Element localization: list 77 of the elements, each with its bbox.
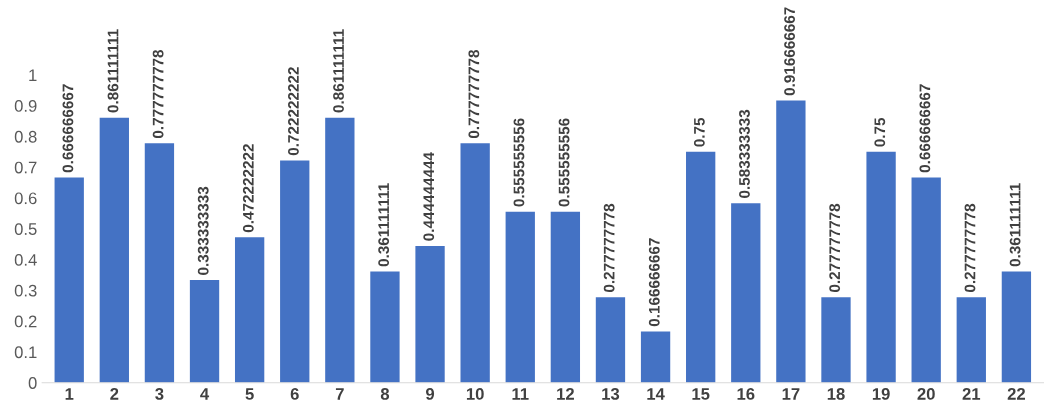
bar (280, 160, 310, 383)
bar (821, 297, 851, 383)
x-tick-label: 20 (917, 388, 935, 400)
x-tick-label: 11 (512, 388, 529, 400)
x-tick-label: 16 (737, 388, 755, 400)
y-tick-label: 0.6 (14, 192, 37, 205)
bar (370, 271, 400, 383)
y-tick-label: 0.2 (14, 315, 37, 328)
data-label: 0.861111111 (333, 29, 344, 113)
bar (1001, 271, 1032, 383)
bar (595, 297, 626, 383)
data-label: 0.777777778 (152, 49, 164, 139)
y-tick-label: 0.8 (14, 130, 37, 143)
data-label: 0.361111111 (378, 183, 390, 267)
x-tick-label: 13 (602, 388, 620, 400)
data-label: 0.777777778 (468, 49, 480, 139)
data-label: 0.361111111 (1009, 183, 1021, 267)
y-tick-label: 0.4 (14, 253, 37, 266)
x-tick-label: 7 (335, 388, 344, 400)
bar (325, 117, 355, 383)
x-tick-label: 5 (245, 388, 254, 400)
data-label: 0.722222222 (288, 67, 299, 156)
data-label: 0.444444444 (423, 152, 435, 241)
bar (189, 280, 220, 383)
x-tick-label: 17 (782, 388, 800, 400)
data-label: 0.472222222 (242, 144, 254, 233)
data-label: 0.75 (874, 117, 886, 147)
bar (776, 100, 806, 383)
data-label: 0.555555556 (513, 118, 525, 207)
data-label: 0.277777778 (964, 203, 976, 292)
data-label: 0.75 (693, 117, 705, 147)
bar (911, 177, 941, 383)
data-label: 0.666666667 (919, 84, 931, 173)
data-label: 0.666666667 (62, 84, 74, 173)
bar (731, 203, 761, 383)
bar (505, 211, 535, 383)
x-tick-label: 21 (962, 388, 981, 400)
x-tick-label: 8 (380, 388, 390, 400)
x-tick-label: 15 (692, 388, 710, 400)
x-tick-label: 12 (557, 388, 574, 400)
bar (144, 143, 175, 383)
y-tick-label: 0.5 (14, 223, 37, 235)
x-tick-label: 9 (425, 388, 435, 400)
bar (415, 245, 445, 383)
x-tick-label: 1 (65, 388, 74, 400)
data-label: 0.277777778 (603, 203, 615, 292)
bar (686, 151, 716, 383)
bar (234, 237, 265, 383)
bar (54, 177, 84, 383)
x-tick-label: 18 (827, 388, 845, 400)
data-label: 0.333333333 (197, 186, 209, 275)
bar (866, 151, 896, 383)
bar (640, 331, 671, 383)
y-tick-label: 0.9 (14, 100, 37, 112)
y-tick-label: 0.1 (14, 346, 37, 359)
data-label: 0.555555556 (558, 118, 570, 207)
x-tick-label: 4 (200, 388, 210, 400)
data-label: 0.166666667 (648, 238, 660, 327)
y-tick-label: 0.7 (14, 161, 37, 174)
x-tick-label: 22 (1007, 388, 1025, 400)
x-tick-label: 19 (872, 388, 890, 400)
y-tick-label: 0 (28, 377, 37, 389)
bar (956, 297, 986, 383)
x-tick-label: 14 (647, 388, 665, 400)
bar (99, 117, 129, 383)
y-tick-label: 0.3 (14, 284, 37, 297)
x-tick-label: 2 (110, 388, 119, 400)
x-tick-label: 6 (290, 388, 299, 400)
data-label: 0.861111111 (107, 29, 119, 113)
y-tick-label: 1 (29, 69, 37, 81)
data-label: 0.583333333 (739, 109, 750, 198)
x-tick-label: 3 (155, 388, 164, 400)
data-label: 0.277777778 (829, 203, 841, 292)
data-label: 0.916666667 (784, 7, 795, 96)
bar (460, 143, 490, 383)
x-tick-label: 10 (466, 388, 484, 400)
bar (550, 211, 581, 383)
